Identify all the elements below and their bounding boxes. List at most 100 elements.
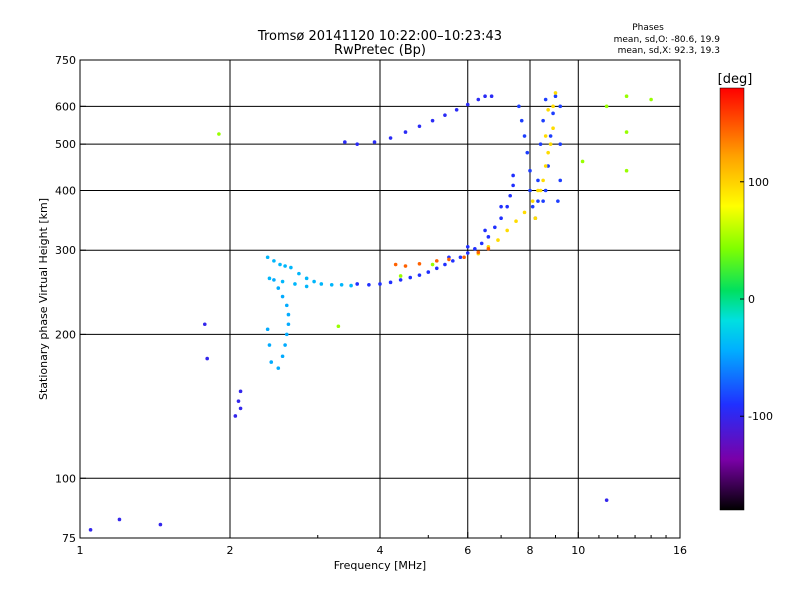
data-point [505,228,509,233]
data-point [499,204,503,209]
data-point [548,142,553,146]
data-point [496,238,500,242]
data-point [493,225,497,230]
data-point [514,219,518,224]
data-point [486,247,491,251]
data-point [551,111,555,116]
data-point [284,332,289,337]
data-point [434,259,439,263]
data-point [276,286,281,290]
data-point [408,275,413,280]
data-point [286,322,291,327]
data-point [269,360,274,364]
data-point [519,118,524,123]
data-point [378,282,382,286]
data-point [267,276,272,281]
data-point [536,188,540,193]
data-point [283,264,287,268]
data-point [280,354,285,359]
data-point [236,399,241,403]
data-point [546,164,550,168]
data-point [604,104,609,109]
y-tick-label: 750 [55,54,76,67]
data-point [272,259,276,263]
x-axis-label: Frequency [MHz] [334,559,426,572]
data-point [476,97,481,102]
data-point [624,94,629,98]
data-point [458,255,463,260]
y-tick-label: 75 [62,532,76,545]
y-tick-label: 200 [55,328,76,341]
legend-title: Phases [632,23,664,33]
data-point [293,282,297,286]
data-point [276,366,281,370]
data-point [541,178,545,183]
y-tick-label: 400 [55,184,76,197]
data-point [430,262,435,267]
data-point [486,235,491,239]
data-point [465,251,470,255]
data-point [398,278,403,282]
data-points [88,91,653,532]
data-point [543,134,548,138]
data-point [297,271,301,276]
data-point [265,327,270,332]
data-point [233,414,238,418]
data-point [403,264,408,268]
data-point [336,324,341,329]
data-point [536,178,540,183]
data-point [430,118,435,123]
data-point [649,97,653,102]
data-point [483,94,487,98]
data-point [558,142,563,146]
data-point [604,498,609,502]
data-point [546,108,550,112]
x-tick-label: 10 [571,544,585,557]
data-point [388,136,393,140]
y-axis-ticks: 75 100 200 300 400 500 600 750 [55,54,86,545]
data-point [483,228,487,233]
y-axis-label: Stationary phase Virtual Height [km] [37,198,50,400]
data-point [553,94,558,98]
data-point [417,124,422,129]
data-point [541,199,545,203]
data-point [443,113,447,117]
data-point [548,134,553,138]
colorbar-tick-label: -100 [748,410,773,423]
data-point [117,517,122,522]
data-point [304,276,309,281]
data-point [533,216,538,221]
data-point [538,188,543,193]
data-point [454,108,459,112]
data-point [543,97,548,102]
colorbar: [deg] 100 0 -100 [718,72,773,511]
data-point [417,273,422,277]
data-point [388,280,393,285]
data-point [556,199,560,203]
data-point [88,528,93,532]
data-point [522,134,527,138]
data-point [280,294,285,299]
data-point [265,255,270,260]
data-point [553,91,558,95]
data-point [476,250,481,255]
x-tick-label: 8 [527,544,534,557]
data-point [489,94,494,98]
plot-area: 1 2 4 6 8 10 16 75 100 200 300 400 500 600 750 [55,54,687,557]
data-point [538,142,543,146]
data-point [543,188,548,193]
data-point [462,255,466,260]
data-point [536,199,540,203]
data-point [624,130,629,134]
data-point [286,312,291,317]
x-tick-label: 2 [227,544,234,557]
y-tick-label: 100 [55,472,76,485]
data-point [158,522,163,527]
data-point [238,406,243,411]
colorbar-ticks: 100 0 -100 [740,176,773,423]
data-point [304,284,309,289]
data-point [349,283,353,288]
data-point [403,130,408,134]
data-point [319,282,324,286]
data-point [280,279,285,284]
